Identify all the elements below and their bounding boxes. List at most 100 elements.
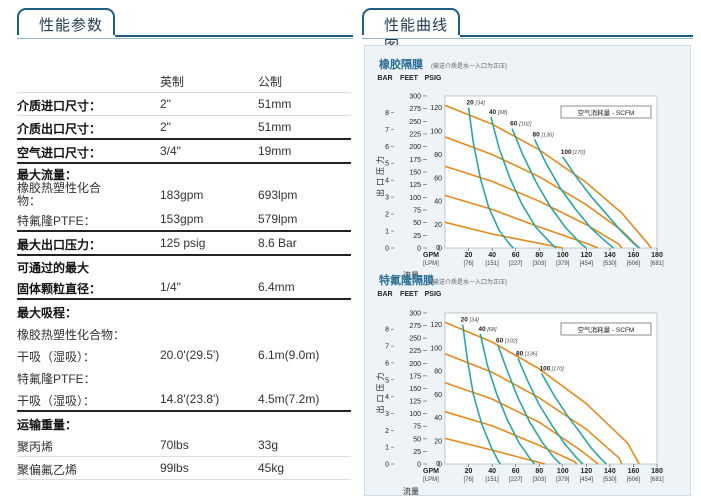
scfm-label: 40 <box>478 326 486 333</box>
bar-tick-label: 0 <box>385 246 389 253</box>
spec-label: 聚丙烯 <box>17 440 54 454</box>
feet-tick-label: 25 <box>413 449 421 456</box>
x-tick-lpm-label: [227] <box>509 477 523 483</box>
spec-header-row: 英制 公制 <box>17 70 351 93</box>
spec-metric-value: 19mm <box>258 144 292 158</box>
flow-curve <box>533 138 614 249</box>
x-tick-label: 140 <box>604 252 616 259</box>
tab-underline-left <box>115 35 353 37</box>
feet-tick-label: 25 <box>413 233 421 240</box>
scfm-label: 80 <box>516 350 524 357</box>
scfm-sub-label: [102] <box>518 122 532 128</box>
axis-header: FEET <box>400 75 419 82</box>
feet-tick-label: 200 <box>409 361 421 368</box>
psig-tick-label: 100 <box>430 345 442 352</box>
spec-label: 特氟隆PTFE： <box>17 214 96 228</box>
x-tick-label: 100 <box>557 252 569 259</box>
feet-tick-label: 300 <box>409 93 421 100</box>
tab-underline-right <box>460 35 693 37</box>
spec-row: 特氟隆PTFE： 153gpm 579lpm <box>17 208 351 232</box>
spec-imperial-value: 99lbs <box>160 461 189 475</box>
bar-tick-label: 2 <box>385 428 389 435</box>
feet-tick-label: 250 <box>409 119 421 126</box>
feet-tick-label: 150 <box>409 386 421 393</box>
feet-tick-label: 225 <box>409 131 421 138</box>
x-tick-lpm-label: [303] <box>533 477 547 483</box>
x-tick-lpm-label: [76] <box>464 477 474 483</box>
tab-underline-right-shadow <box>362 38 693 39</box>
bar-tick-label: 0 <box>385 462 389 469</box>
spec-row: 最大出口压力： 125 psig 8.6 Bar <box>17 232 351 256</box>
scfm-sub-label: [68] <box>486 327 497 333</box>
x-tick-lpm-label: [454] <box>580 477 594 483</box>
x-axis-label: 流量 <box>403 270 419 280</box>
bar-tick-label: 5 <box>385 161 389 168</box>
spec-imperial-value: 20.0'(29.5') <box>160 348 220 362</box>
flow-curve <box>511 128 587 249</box>
spec-metric-value: 45kg <box>258 461 285 475</box>
axis-header: PSIG <box>425 75 442 82</box>
axis-header: BAR <box>377 75 392 82</box>
x-tick-lpm-label: [606] <box>627 477 641 483</box>
x-tick-label: 120 <box>580 252 592 259</box>
x-tick-lpm-label: [151] <box>485 261 499 267</box>
feet-tick-label: 175 <box>409 157 421 164</box>
air-consumption-curve <box>444 437 546 465</box>
x-tick-label: 40 <box>488 252 496 259</box>
feet-tick-label: 50 <box>413 436 421 443</box>
bar-tick-label: 1 <box>385 229 389 236</box>
spec-label: 运输重量： <box>17 418 78 432</box>
psig-tick-label: 80 <box>434 152 442 159</box>
air-consumption-curve <box>444 410 578 465</box>
flow-curve <box>540 373 607 465</box>
x-tick-lpm-label: [681] <box>650 477 664 483</box>
x-tick-label: 140 <box>604 468 616 475</box>
spec-row: 干吸（湿吸）： 14.8'(23.8') 4.5m(7.2m) <box>17 388 351 412</box>
spec-metric-value: 33g <box>258 438 279 452</box>
tab-underline-left-shadow <box>17 38 353 39</box>
spec-metric-value: 6.1m(9.0m) <box>258 348 320 362</box>
x-tick-lpm-label: [530] <box>603 477 617 483</box>
axis-header: FEET <box>400 291 419 298</box>
performance-chart-svg: 橡胶隔膜 (输送介质是水一入口为正压)BAR FEET PSIG02550751001… <box>375 57 664 496</box>
x-tick-lpm-label: [379] <box>556 261 570 267</box>
x-tick-label: 180 <box>651 252 663 259</box>
x-units-label: GPM <box>423 252 439 259</box>
spec-label: 干吸（湿吸）： <box>17 394 96 408</box>
x-zero-label: 0 <box>436 245 440 252</box>
x-tick-label: 80 <box>535 468 543 475</box>
feet-tick-label: 200 <box>409 144 421 151</box>
spec-row: 运输重量： <box>17 412 351 434</box>
spec-row: 固体颗粒直径： 1/4" 6.4mm <box>17 276 351 300</box>
x-units-lpm-label: [LPM] <box>423 261 439 267</box>
spec-row: 橡胶热塑性化合物： 183gpm 693lpm <box>17 182 351 208</box>
spec-header-metric: 公制 <box>258 75 283 89</box>
tab-performance-curve[interactable]: 性能曲线图 <box>362 8 460 55</box>
y-axis-label: 出口压力 <box>375 153 385 197</box>
x-tick-label: 80 <box>535 252 543 259</box>
x-tick-label: 60 <box>512 468 520 475</box>
spec-imperial-value: 125 psig <box>160 236 206 250</box>
spec-row: 最大吸程： <box>17 300 351 322</box>
spec-row: 空气进口尺寸： 3/4" 19mm <box>17 140 351 164</box>
psig-tick-label: 80 <box>434 369 442 376</box>
spec-row: 介质出口尺寸： 2" 51mm <box>17 116 351 140</box>
spec-row: 特氟隆PTFE： <box>17 366 351 388</box>
feet-tick-label: 125 <box>409 182 421 189</box>
spec-row: 可通过的最大 <box>17 256 351 276</box>
spec-label: 空气进口尺寸： <box>17 146 102 160</box>
spec-row: 介质进口尺寸： 2" 51mm <box>17 93 351 116</box>
bar-tick-label: 5 <box>385 377 389 384</box>
spec-metric-value: 693lpm <box>258 188 298 202</box>
x-tick-label: 160 <box>628 468 640 475</box>
spec-imperial-value: 1/4" <box>160 280 181 294</box>
air-consumption-curve <box>444 194 599 249</box>
scfm-label: 100 <box>561 149 572 156</box>
spec-table: 英制 公制 介质进口尺寸： 2" 51mm 介质出口尺寸： 2" 51mm 空气进口尺寸： 3… <box>17 70 351 480</box>
flow-curve <box>461 324 502 465</box>
feet-tick-label: 100 <box>409 411 421 418</box>
spec-label: 特氟隆PTFE： <box>17 372 96 386</box>
tab-performance-params[interactable]: 性能参数 <box>17 8 115 35</box>
psig-tick-label: 60 <box>434 175 442 182</box>
feet-tick-label: 0 <box>417 246 421 253</box>
